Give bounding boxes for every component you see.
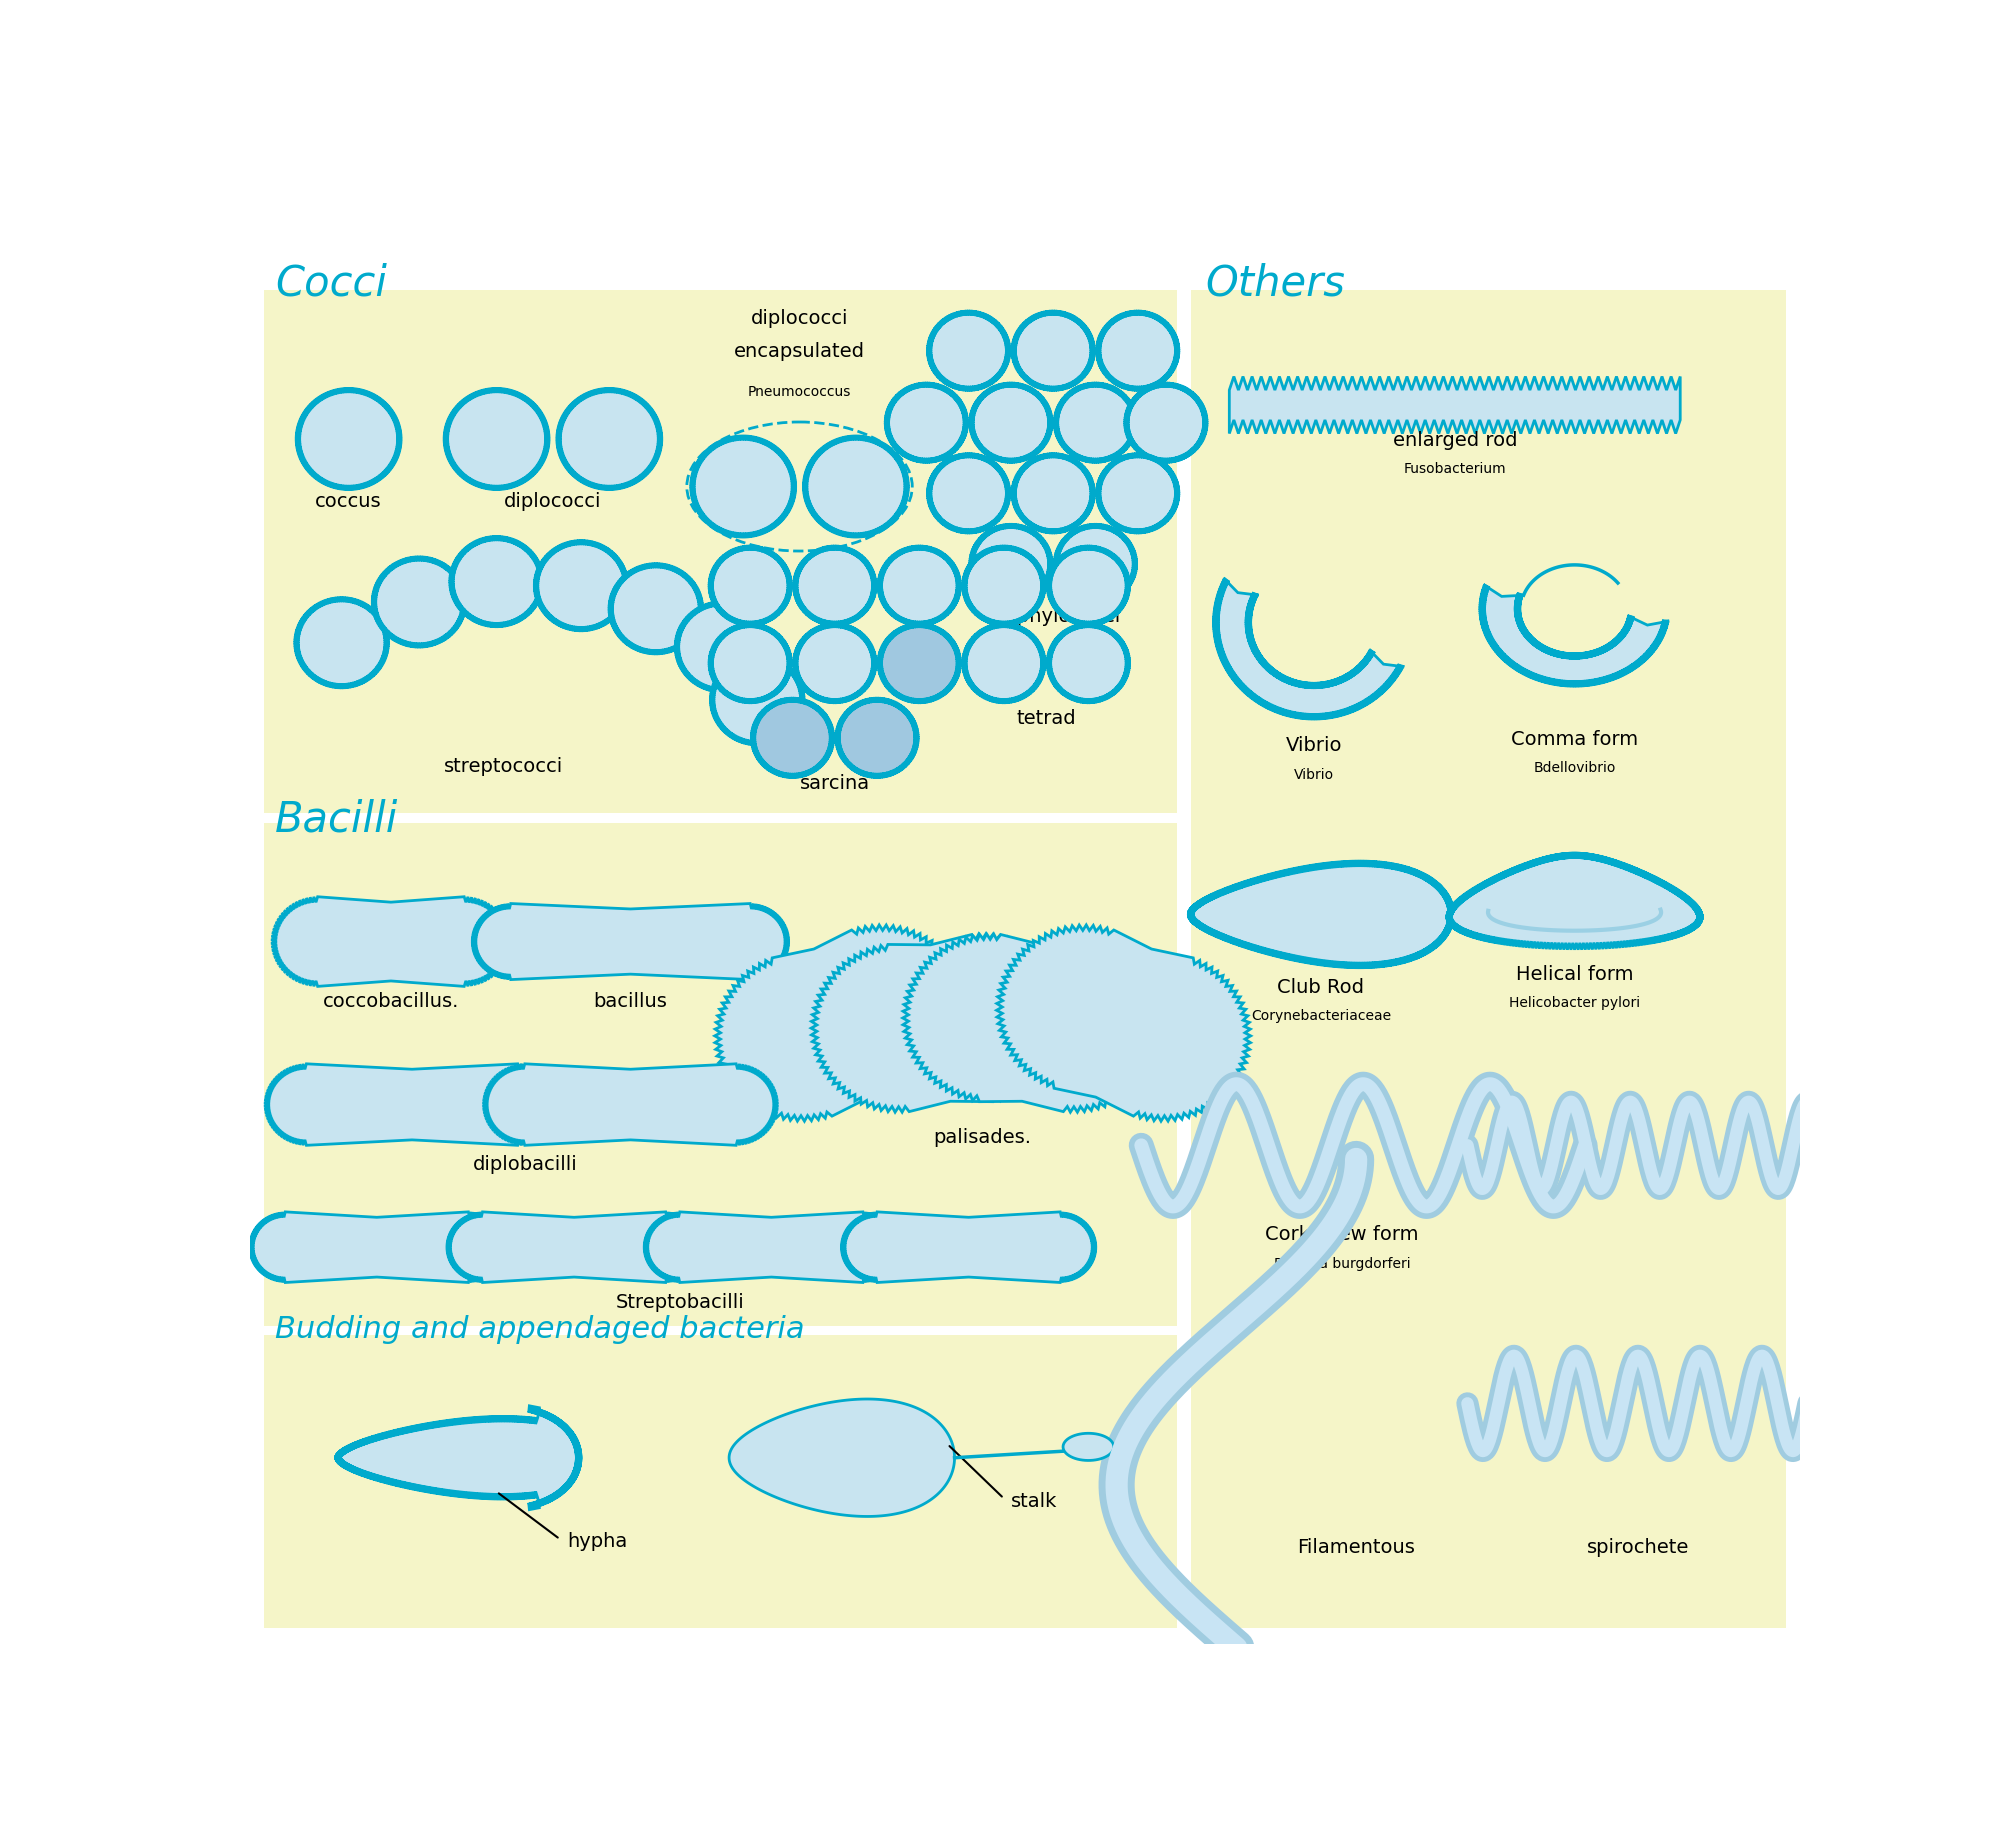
- Polygon shape: [534, 539, 630, 632]
- Text: Budding and appendaged bacteria: Budding and appendaged bacteria: [276, 1315, 804, 1345]
- Text: Streptobacilli: Streptobacilli: [616, 1293, 744, 1313]
- Text: spirochete: spirochete: [1586, 1539, 1690, 1557]
- Polygon shape: [802, 434, 910, 537]
- Text: Bdellovibrio: Bdellovibrio: [1534, 761, 1616, 774]
- Polygon shape: [248, 1212, 506, 1282]
- Polygon shape: [708, 622, 792, 704]
- Polygon shape: [556, 388, 662, 491]
- FancyBboxPatch shape: [264, 824, 1178, 1326]
- Polygon shape: [1010, 453, 1096, 534]
- Text: Staphylococci: Staphylococci: [986, 608, 1120, 626]
- Text: bacillus: bacillus: [594, 992, 668, 1010]
- FancyBboxPatch shape: [264, 290, 1178, 813]
- Text: Vibrio: Vibrio: [1286, 737, 1342, 755]
- Polygon shape: [372, 556, 468, 648]
- Text: streptococci: streptococci: [444, 757, 564, 776]
- Polygon shape: [1212, 578, 1404, 720]
- Text: tetrad: tetrad: [1016, 709, 1076, 728]
- Text: Vibrio: Vibrio: [1294, 768, 1334, 781]
- Polygon shape: [1446, 851, 1704, 949]
- Polygon shape: [448, 536, 544, 628]
- Polygon shape: [472, 903, 790, 979]
- Polygon shape: [482, 1064, 778, 1145]
- Polygon shape: [926, 453, 1010, 534]
- Text: Corkscrew form: Corkscrew form: [1266, 1225, 1418, 1245]
- Text: encapsulated: encapsulated: [734, 342, 866, 362]
- Polygon shape: [878, 545, 962, 626]
- Text: enlarged rod: enlarged rod: [1392, 430, 1518, 451]
- Polygon shape: [996, 925, 1250, 1121]
- Polygon shape: [296, 388, 402, 491]
- Text: stalk: stalk: [1010, 1492, 1058, 1511]
- Polygon shape: [1046, 545, 1130, 626]
- Text: coccus: coccus: [316, 491, 382, 512]
- Polygon shape: [1010, 310, 1096, 392]
- Polygon shape: [1124, 382, 1208, 464]
- Text: Club Rod: Club Rod: [1278, 979, 1364, 997]
- Text: Helical form: Helical form: [1516, 964, 1634, 984]
- Polygon shape: [708, 545, 792, 626]
- Polygon shape: [1064, 1433, 1114, 1461]
- Text: Helicobacter pylori: Helicobacter pylori: [1508, 996, 1640, 1010]
- Polygon shape: [968, 382, 1054, 464]
- FancyBboxPatch shape: [264, 1335, 1178, 1627]
- Text: hypha: hypha: [568, 1533, 628, 1551]
- Text: Cocci: Cocci: [276, 262, 388, 305]
- Polygon shape: [710, 654, 806, 746]
- Polygon shape: [446, 1212, 702, 1282]
- Text: Borrelia burgdorferi: Borrelia burgdorferi: [1274, 1256, 1410, 1271]
- Polygon shape: [812, 935, 1070, 1112]
- Polygon shape: [1096, 453, 1180, 534]
- Polygon shape: [272, 898, 510, 986]
- Polygon shape: [1188, 861, 1454, 970]
- Polygon shape: [1230, 377, 1680, 434]
- Text: Bacilli: Bacilli: [276, 800, 398, 840]
- Polygon shape: [962, 545, 1046, 626]
- Polygon shape: [834, 696, 920, 779]
- Polygon shape: [1054, 523, 1138, 604]
- Polygon shape: [1046, 622, 1130, 704]
- Polygon shape: [608, 563, 704, 656]
- Polygon shape: [792, 545, 878, 626]
- Polygon shape: [730, 1398, 954, 1516]
- Polygon shape: [294, 597, 390, 689]
- Text: diplobacilli: diplobacilli: [472, 1154, 578, 1173]
- Polygon shape: [878, 622, 962, 704]
- Polygon shape: [690, 434, 796, 537]
- Polygon shape: [444, 388, 550, 491]
- Text: coccobacillus.: coccobacillus.: [322, 992, 460, 1010]
- Polygon shape: [674, 600, 770, 693]
- Polygon shape: [714, 925, 968, 1121]
- Polygon shape: [1478, 584, 1670, 687]
- Polygon shape: [1054, 382, 1138, 464]
- Text: diplococci: diplococci: [750, 308, 848, 327]
- Polygon shape: [1096, 310, 1180, 392]
- Text: Corynebacteriaceae: Corynebacteriaceae: [1250, 1008, 1390, 1023]
- Polygon shape: [792, 622, 878, 704]
- FancyBboxPatch shape: [1192, 290, 1786, 1627]
- Polygon shape: [962, 622, 1046, 704]
- Polygon shape: [644, 1212, 900, 1282]
- Polygon shape: [750, 696, 834, 779]
- Polygon shape: [968, 523, 1054, 604]
- Text: Pneumococcus: Pneumococcus: [748, 384, 852, 399]
- Text: Fusobacterium: Fusobacterium: [1404, 462, 1506, 477]
- Text: Comma form: Comma form: [1510, 730, 1638, 748]
- Polygon shape: [926, 310, 1010, 392]
- Polygon shape: [264, 1064, 560, 1145]
- Text: diplococci: diplococci: [504, 491, 602, 512]
- Polygon shape: [840, 1212, 1096, 1282]
- Polygon shape: [902, 935, 1162, 1112]
- Text: Filamentous: Filamentous: [1298, 1539, 1416, 1557]
- Text: sarcina: sarcina: [800, 774, 870, 794]
- Text: Others: Others: [1206, 262, 1346, 305]
- Text: palisades.: palisades.: [934, 1129, 1032, 1147]
- Polygon shape: [884, 382, 968, 464]
- Polygon shape: [334, 1406, 582, 1509]
